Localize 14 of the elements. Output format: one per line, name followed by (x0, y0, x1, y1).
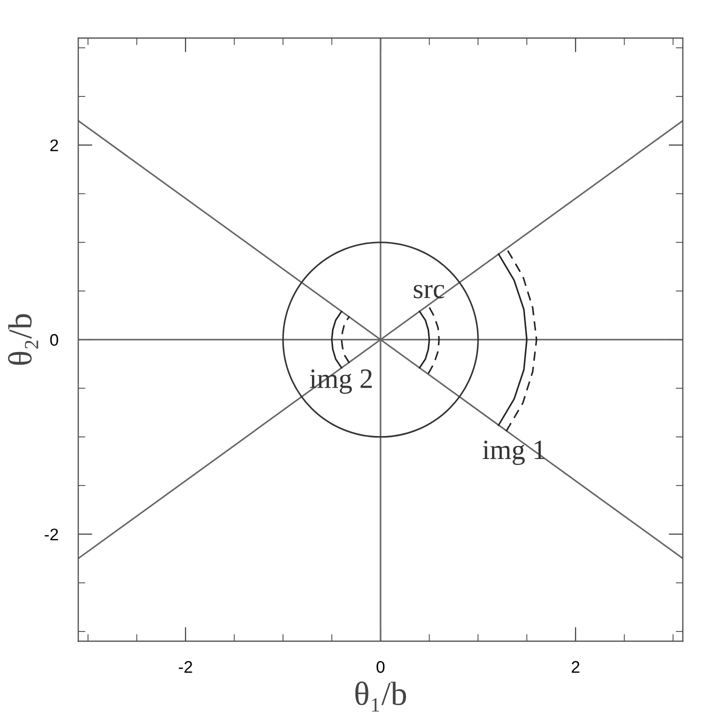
x-tick-label: -2 (178, 661, 192, 673)
line-series (428, 304, 440, 374)
y-tick-label: 0 (50, 334, 58, 346)
line-series (340, 316, 350, 364)
x-axis-title: θ₁/b (355, 682, 406, 712)
line-series (418, 310, 430, 369)
line-series (331, 310, 342, 369)
annotation: src (414, 284, 444, 298)
y-tick-label: -2 (44, 528, 58, 540)
y-axis-title: θ₂/b (8, 314, 38, 365)
line-series (498, 253, 528, 426)
y-tick-label: 2 (50, 139, 58, 152)
x-tick-label: 2 (572, 661, 580, 673)
x-tick-label: 0 (376, 661, 385, 673)
